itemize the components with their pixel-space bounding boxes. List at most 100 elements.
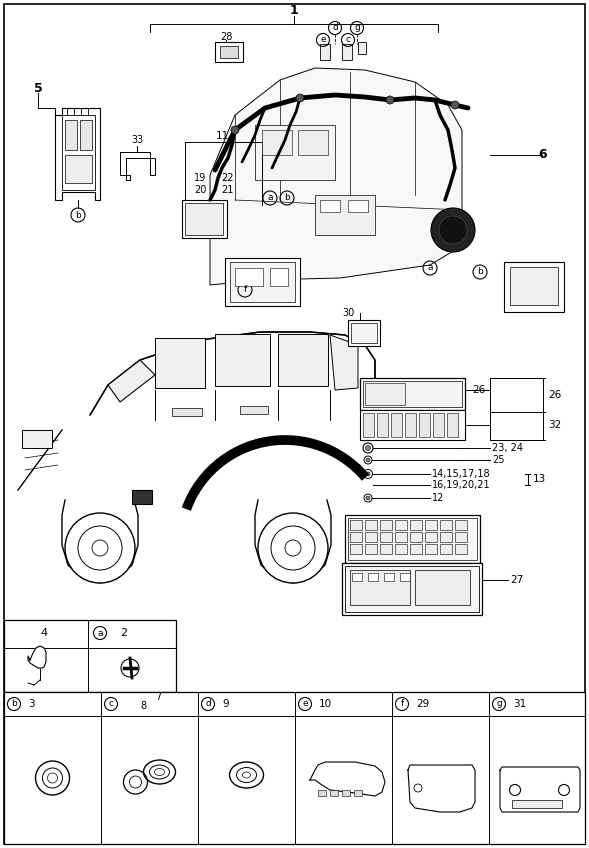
Bar — [410, 532, 422, 542]
Bar — [350, 544, 362, 554]
Bar — [235, 268, 263, 286]
Text: 8: 8 — [140, 701, 146, 711]
Polygon shape — [18, 390, 375, 590]
Text: 19: 19 — [194, 173, 206, 183]
Bar — [351, 323, 377, 343]
Circle shape — [296, 94, 304, 102]
Bar — [298, 130, 328, 155]
Text: 6: 6 — [539, 148, 547, 161]
Bar — [363, 413, 374, 437]
Text: 13: 13 — [533, 474, 546, 484]
Bar — [415, 570, 470, 605]
Text: 2: 2 — [120, 628, 127, 638]
Bar — [405, 413, 416, 437]
Polygon shape — [408, 765, 475, 812]
Text: 5: 5 — [34, 81, 42, 94]
Bar — [425, 520, 437, 530]
Circle shape — [231, 126, 239, 134]
Bar — [172, 408, 202, 416]
Bar — [395, 544, 407, 554]
Text: 9: 9 — [222, 699, 229, 709]
Text: e: e — [320, 36, 326, 44]
Bar — [132, 490, 152, 504]
Text: 10: 10 — [319, 699, 332, 709]
Bar — [215, 42, 243, 62]
Circle shape — [366, 445, 370, 450]
Bar — [440, 544, 452, 554]
Circle shape — [451, 101, 459, 109]
Text: b: b — [75, 210, 81, 220]
Text: b: b — [477, 267, 483, 276]
Bar — [185, 203, 223, 235]
Bar — [377, 413, 388, 437]
Bar — [455, 532, 467, 542]
Polygon shape — [155, 338, 205, 388]
Text: f: f — [401, 700, 403, 708]
Bar — [225, 258, 300, 306]
Text: 7: 7 — [155, 692, 161, 702]
Bar — [380, 544, 392, 554]
Polygon shape — [215, 334, 270, 386]
Bar — [440, 532, 452, 542]
Bar — [318, 790, 326, 796]
Bar — [350, 570, 410, 605]
Circle shape — [386, 96, 394, 104]
Bar — [368, 573, 378, 581]
Text: 30: 30 — [342, 308, 354, 318]
Polygon shape — [185, 48, 490, 295]
Text: 32: 32 — [548, 420, 561, 430]
Text: 22: 22 — [221, 173, 233, 183]
Text: 29: 29 — [416, 699, 429, 709]
Text: c: c — [108, 700, 114, 708]
Text: f: f — [243, 286, 247, 294]
Text: 21: 21 — [221, 185, 233, 195]
Text: a: a — [97, 628, 102, 638]
Circle shape — [439, 216, 467, 244]
Polygon shape — [278, 334, 328, 386]
Text: 31: 31 — [513, 699, 526, 709]
Bar — [65, 120, 77, 150]
Text: e: e — [302, 700, 308, 708]
Bar — [345, 566, 479, 612]
Bar — [455, 520, 467, 530]
Text: b: b — [11, 700, 17, 708]
Bar — [80, 120, 92, 150]
Bar — [433, 413, 444, 437]
Bar — [342, 563, 482, 615]
Text: 12: 12 — [432, 493, 444, 503]
Bar — [384, 573, 394, 581]
Bar — [447, 413, 458, 437]
Bar — [220, 46, 238, 58]
Polygon shape — [108, 360, 155, 402]
Bar — [348, 320, 380, 346]
Text: 3: 3 — [28, 699, 35, 709]
Bar — [315, 195, 375, 235]
Bar — [350, 520, 362, 530]
Bar — [360, 378, 465, 410]
Polygon shape — [310, 762, 385, 796]
Text: b: b — [284, 193, 290, 203]
Text: d: d — [205, 700, 211, 708]
Bar — [255, 125, 335, 180]
Bar — [330, 790, 338, 796]
Bar — [395, 520, 407, 530]
Circle shape — [431, 208, 475, 252]
Bar — [358, 42, 366, 54]
Bar — [342, 790, 350, 796]
Text: 16,19,20,21: 16,19,20,21 — [432, 480, 491, 490]
Bar — [182, 200, 227, 238]
Text: 33: 33 — [131, 135, 143, 145]
Polygon shape — [330, 335, 358, 390]
Text: a: a — [427, 264, 433, 272]
Bar — [365, 544, 377, 554]
Bar — [4, 620, 176, 692]
Bar — [391, 413, 402, 437]
Bar — [363, 381, 462, 407]
Bar — [365, 532, 377, 542]
Text: d: d — [332, 24, 338, 32]
Text: 4: 4 — [41, 628, 48, 638]
Text: g: g — [496, 700, 502, 708]
Bar — [365, 520, 377, 530]
Bar — [455, 544, 467, 554]
Polygon shape — [500, 767, 580, 812]
